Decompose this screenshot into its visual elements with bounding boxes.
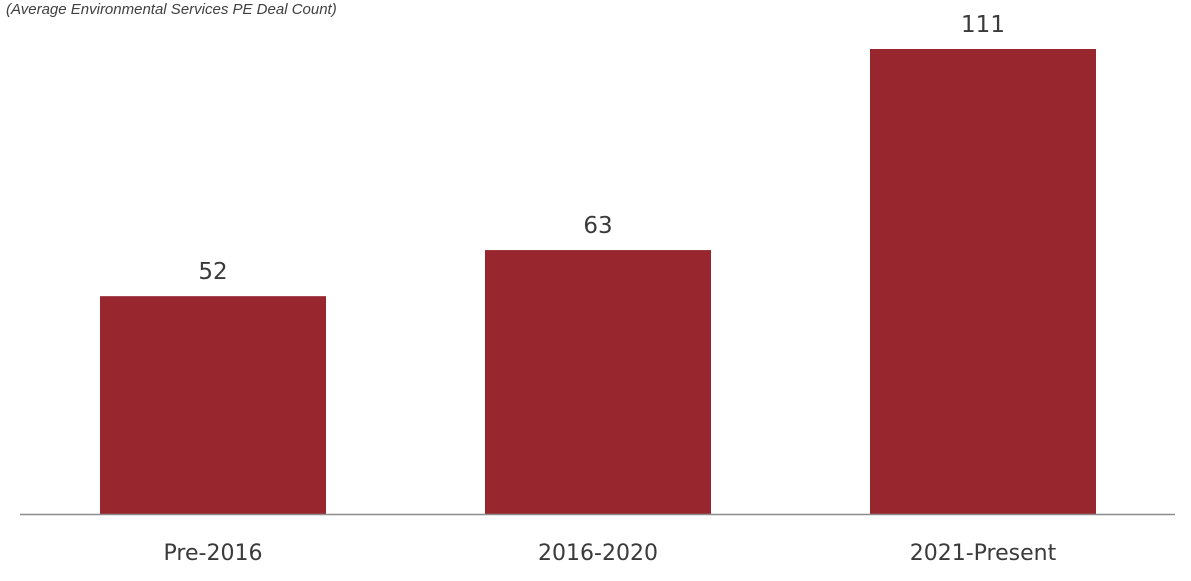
bar-pre-2016: [100, 296, 326, 514]
data-label: 52: [198, 259, 227, 285]
bar-2021-present: [870, 49, 1096, 514]
category-label: 2021-Present: [910, 541, 1057, 566]
category-label: Pre-2016: [164, 541, 263, 566]
data-labels-group: 52 63 111: [198, 12, 1005, 285]
bar-2016-2020: [485, 250, 711, 514]
chart-subtitle: (Average Environmental Services PE Deal …: [6, 1, 337, 18]
data-label: 111: [961, 12, 1005, 38]
bars-group: [100, 49, 1096, 514]
category-labels-group: Pre-2016 2016-2020 2021-Present: [164, 541, 1057, 566]
data-label: 63: [583, 213, 612, 239]
category-label: 2016-2020: [538, 541, 658, 566]
